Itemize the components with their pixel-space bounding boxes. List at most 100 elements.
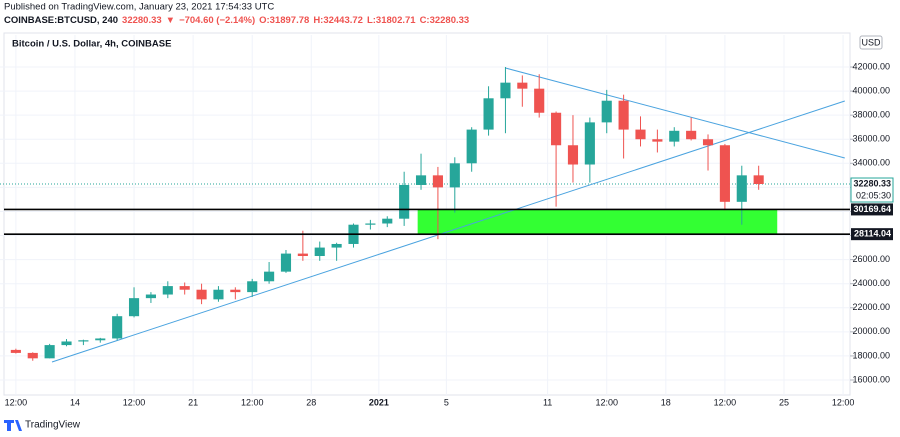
candle-body	[652, 139, 663, 142]
header-item: COINBASE:BTCUSD, 240	[4, 15, 118, 26]
candle	[95, 337, 106, 343]
x-tick-label: 5	[444, 397, 449, 407]
candle-body	[686, 130, 697, 140]
candle-body	[399, 184, 410, 219]
candle-body	[78, 340, 89, 342]
candle	[297, 230, 308, 261]
candle-body	[331, 243, 342, 248]
candle	[483, 86, 494, 136]
candle	[618, 94, 629, 159]
candle	[686, 117, 697, 141]
candle-body	[432, 175, 443, 188]
candle-body	[635, 129, 646, 140]
y-tick-label: 40000.00	[852, 85, 890, 95]
candle-body	[551, 112, 562, 146]
y-tick-label: 42000.00	[852, 61, 890, 71]
x-tick-label: 14	[70, 397, 80, 407]
header-item: 32280.33	[122, 15, 162, 26]
y-tick-label: 18000.00	[852, 350, 890, 360]
candle-body	[719, 145, 730, 202]
header-item: L:31802.71	[367, 15, 416, 26]
y-tick-label: 26000.00	[852, 254, 890, 264]
candle-body	[314, 247, 325, 257]
plot-frame	[3, 32, 851, 396]
candle	[652, 129, 663, 153]
candle	[331, 242, 342, 261]
candle	[584, 117, 595, 183]
candle	[230, 287, 241, 300]
candle	[415, 153, 427, 190]
candle	[128, 287, 140, 318]
candle-body	[753, 175, 764, 185]
header-item: C:32280.33	[420, 15, 470, 26]
candle-body	[61, 341, 72, 346]
x-tick-label: 12:00	[832, 397, 855, 407]
candle-body	[669, 130, 680, 142]
candle	[382, 216, 393, 228]
candle	[551, 111, 562, 207]
countdown: 02:05:30	[856, 190, 891, 200]
candle	[719, 144, 730, 211]
candle	[466, 127, 477, 172]
level-label: 30169.64	[853, 204, 891, 214]
x-tick-label: 12:00	[241, 397, 264, 407]
y-tick-label: 24000.00	[852, 278, 890, 288]
candle	[314, 241, 325, 261]
y-tick-label: 34000.00	[852, 158, 890, 168]
candle-body	[179, 286, 190, 290]
candle	[10, 348, 21, 354]
candle	[753, 165, 764, 190]
current-price-label: 32280.33	[853, 178, 891, 188]
candle-body	[567, 145, 579, 165]
header-item: ▼	[166, 15, 175, 26]
candle	[348, 223, 359, 248]
current-price-box	[850, 177, 894, 203]
candle	[736, 165, 747, 225]
candle-body	[618, 100, 629, 130]
currency[interactable]: USD	[861, 37, 881, 47]
support-zone	[417, 209, 778, 235]
symbol-line: COINBASE:BTCUSD, 240 32280.33 ▼ −704.60 (−2…	[4, 15, 469, 26]
level-label-box	[851, 203, 893, 216]
candle-body	[213, 289, 224, 300]
candle	[399, 171, 410, 226]
candle	[179, 282, 190, 295]
candle	[500, 66, 511, 134]
candle-body	[365, 223, 376, 225]
level-label: 28114.04	[854, 229, 891, 239]
candle-body	[517, 82, 528, 89]
candle-body	[466, 129, 477, 164]
candle	[264, 262, 275, 284]
y-tick-label: 16000.00	[852, 374, 890, 384]
candle	[534, 74, 545, 118]
candle	[44, 343, 55, 359]
candle-body	[264, 271, 275, 282]
header-item: O:31897.78	[259, 15, 309, 26]
brand: TradingView	[25, 420, 81, 431]
candle	[213, 286, 224, 302]
candle	[449, 157, 460, 213]
candle	[601, 89, 612, 134]
candle-body	[736, 175, 747, 202]
currency-box[interactable]	[859, 35, 883, 50]
candle	[517, 75, 528, 107]
candle-body	[280, 253, 292, 272]
y-tick-label: 36000.00	[852, 134, 890, 144]
trend-line	[505, 67, 845, 159]
candle-body	[584, 122, 595, 165]
candle-body	[382, 218, 393, 224]
candle-body	[297, 253, 308, 257]
candle-body	[95, 338, 106, 341]
candle-body	[702, 139, 714, 146]
candle	[112, 313, 123, 341]
candle	[702, 134, 714, 171]
published-note: Published on TradingView.com, January 23…	[4, 2, 274, 13]
candle-body	[449, 163, 460, 188]
candle-body	[27, 352, 38, 359]
x-tick-label: 21	[188, 397, 198, 407]
y-tick-label: 38000.00	[852, 110, 890, 120]
candle-body	[10, 349, 21, 353]
candle	[196, 283, 207, 305]
x-tick-label: 2021	[369, 397, 389, 407]
